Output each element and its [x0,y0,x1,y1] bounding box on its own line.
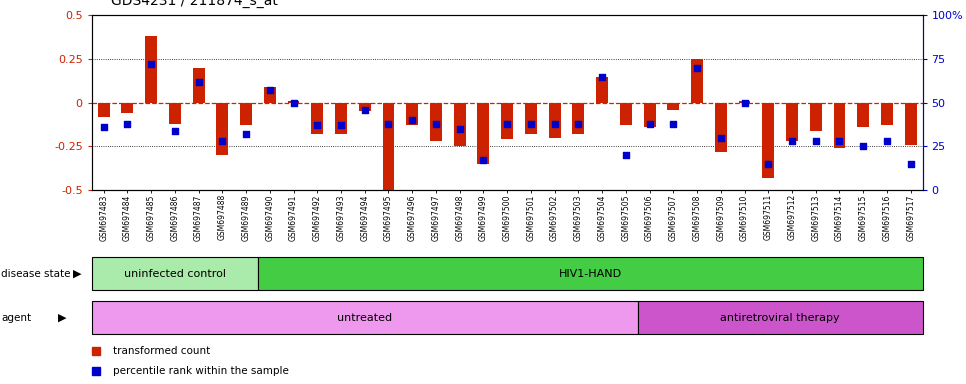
Bar [905,103,917,145]
Bar [881,103,893,126]
Bar [192,68,205,103]
Bar [335,103,347,134]
Point [214,138,230,144]
Point [309,122,325,129]
Bar [638,301,923,334]
Point [499,121,515,127]
Bar [264,87,275,103]
Text: untreated: untreated [337,313,392,323]
Point [594,73,610,79]
Bar [169,103,181,124]
Point [333,122,349,129]
Text: agent: agent [1,313,31,323]
Point [832,138,847,144]
Bar [383,103,394,192]
Bar [834,103,845,148]
Text: ▶: ▶ [73,268,82,279]
Bar [620,103,632,126]
Point [666,121,681,127]
Point [856,143,871,149]
Bar [549,103,560,138]
Point [167,127,183,134]
Text: uninfected control: uninfected control [124,268,226,279]
Bar [454,103,466,146]
Bar [501,103,513,139]
Bar [288,101,299,103]
Bar [762,103,774,178]
Text: ▶: ▶ [58,313,67,323]
Point [571,121,586,127]
Bar [216,103,228,155]
Bar [786,103,798,141]
Point [191,79,207,85]
Point [452,126,468,132]
Point [903,161,919,167]
Point [357,107,373,113]
Text: disease state: disease state [1,268,71,279]
Text: GDS4231 / 211874_s_at: GDS4231 / 211874_s_at [111,0,278,8]
Bar [691,59,703,103]
Point [737,100,753,106]
Bar [643,103,656,127]
Bar [241,103,252,126]
Point [879,138,895,144]
Point [760,161,776,167]
Bar [810,103,822,131]
Text: HIV1-HAND: HIV1-HAND [558,268,622,279]
Bar [98,103,109,117]
Bar [311,103,324,134]
Bar [430,103,441,141]
Bar [145,36,157,103]
Bar [92,257,258,290]
Bar [258,257,923,290]
Point [547,121,562,127]
Point [96,124,111,130]
Point [405,117,420,123]
Bar [122,103,133,113]
Point [239,131,254,137]
Point [286,100,301,106]
Point [690,65,705,71]
Bar [477,103,490,164]
Point [143,61,158,67]
Bar [715,103,726,152]
Point [713,135,728,141]
Bar [407,103,418,126]
Bar [92,301,638,334]
Text: percentile rank within the sample: percentile rank within the sample [112,366,289,376]
Point [524,121,539,127]
Point [381,121,396,127]
Bar [857,103,869,127]
Text: transformed count: transformed count [112,346,210,356]
Point [475,157,491,164]
Point [808,138,823,144]
Text: antiretroviral therapy: antiretroviral therapy [721,313,839,323]
Bar [525,103,537,134]
Point [428,121,443,127]
Bar [573,103,584,134]
Point [618,152,634,158]
Point [120,121,135,127]
Point [262,88,277,94]
Point [641,121,657,127]
Bar [358,103,371,111]
Bar [668,103,679,110]
Point [784,138,800,144]
Bar [739,101,751,103]
Bar [596,76,608,103]
